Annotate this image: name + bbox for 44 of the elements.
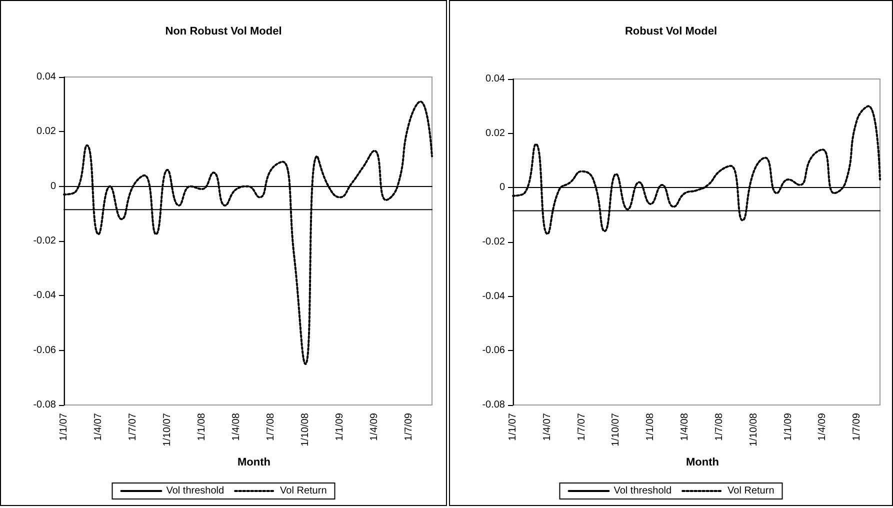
x-tick-label: 1/10/07	[610, 412, 622, 446]
y-tick-label: -0.08	[482, 400, 506, 410]
x-tick-label: 1/7/07	[128, 412, 138, 441]
legend-label: Vol threshold	[614, 486, 672, 496]
x-tick-label: 1/1/09	[782, 412, 794, 441]
x-tick-label: 1/1/09	[334, 412, 346, 441]
y-tick-label: 0	[499, 182, 506, 194]
y-tick-label: -0.06	[482, 345, 506, 356]
x-tick-label: 1/1/08	[645, 412, 656, 441]
x-tick-label: 1/4/07	[93, 412, 104, 441]
y-tick-label: -0.02	[482, 236, 506, 248]
x-tick-label: 1/1/07	[508, 412, 518, 441]
x-tick-label: 1/7/08	[266, 412, 276, 441]
chart-title: Non Robust Vol Model	[165, 26, 282, 38]
x-tick-label: 1/7/09	[404, 412, 414, 441]
x-tick-label: 1/1/08	[196, 412, 208, 441]
y-tick-label: 0.04	[36, 72, 56, 82]
y-tick-label: -0.04	[482, 290, 506, 302]
legend-label: Vol Return	[728, 486, 774, 496]
legend-label: Vol threshold	[166, 486, 224, 496]
x-tick-label: 1/10/08	[748, 412, 760, 446]
x-tick-label: 1/4/07	[542, 412, 553, 441]
y-tick-label: -0.04	[33, 290, 56, 302]
x-tick-label: 1/1/07	[58, 412, 70, 441]
x-tick-label: 1/10/07	[162, 412, 173, 446]
x-axis-title: Month	[238, 456, 271, 468]
x-tick-label: 1/7/08	[714, 412, 725, 441]
x-tick-label: 1/7/09	[852, 412, 863, 441]
x-tick-label: 1/10/08	[300, 412, 311, 446]
y-tick-label: -0.02	[33, 236, 56, 246]
y-tick-label: -0.08	[33, 400, 56, 410]
x-axis-title: Month	[686, 456, 720, 468]
chart-title: Robust Vol Model	[624, 26, 718, 38]
x-tick-label: 1/4/09	[817, 412, 828, 441]
y-tick-label: 0.02	[486, 128, 506, 139]
y-tick-label: 0.02	[36, 126, 56, 138]
legend-label: Vol Return	[280, 486, 327, 496]
y-tick-label: 0	[50, 180, 56, 192]
x-tick-label: 1/4/08	[231, 412, 242, 441]
x-tick-label: 1/4/08	[680, 412, 691, 441]
x-tick-label: 1/4/09	[369, 412, 380, 441]
y-tick-label: 0.04	[486, 74, 506, 84]
x-tick-label: 1/7/07	[576, 412, 588, 441]
y-tick-label: -0.06	[33, 344, 56, 356]
